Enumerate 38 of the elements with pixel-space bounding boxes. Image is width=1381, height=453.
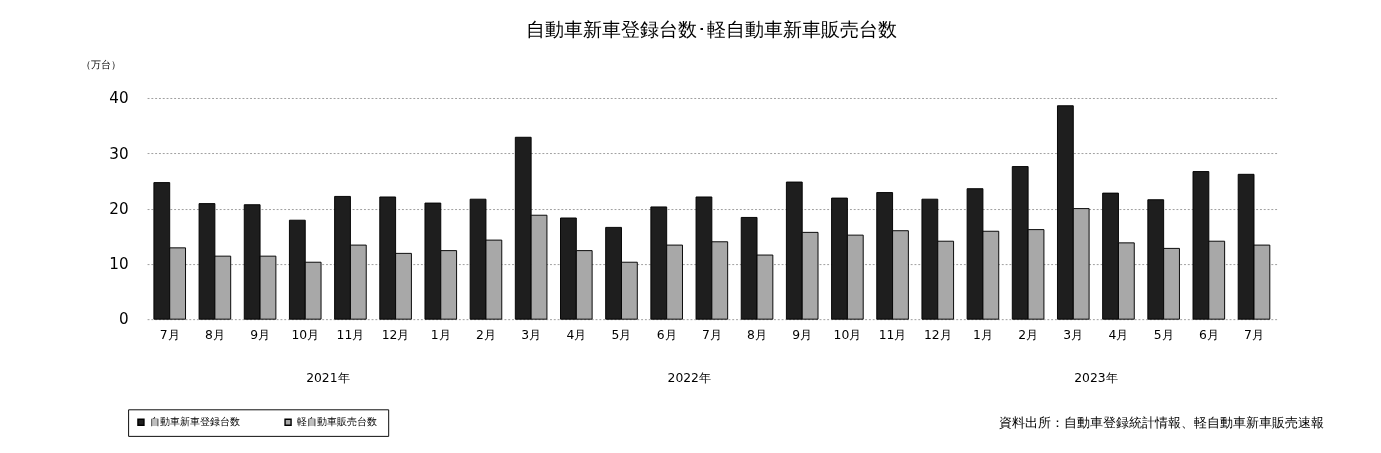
x-tick-label: 5月 [611, 327, 632, 342]
x-tick-label: 6月 [1198, 327, 1219, 342]
x-tick-label: 12月 [381, 327, 410, 342]
x-tick-label: 1月 [973, 327, 993, 342]
x-tick-label: 9月 [250, 327, 270, 342]
x-tick-label: 11月 [878, 327, 907, 342]
x-tick-label: 12月 [923, 327, 952, 342]
y-tick-label: 30 [109, 144, 129, 163]
y-tick-label: 10 [109, 255, 129, 274]
y-tick-label: 0 [118, 310, 129, 329]
x-tick-label: 11月 [336, 327, 365, 342]
y-axis-title: （万台） [80, 57, 121, 70]
x-tick-label: 8月 [747, 327, 767, 342]
legend-label: 自動車新車登録台数 [149, 415, 240, 428]
text: 2023年 [1074, 370, 1118, 385]
x-tick-label: 2月 [1018, 327, 1039, 342]
x-tick-label: 10月 [833, 327, 862, 342]
x-tick-label: 7月 [1244, 327, 1264, 342]
text: 2022年 [667, 370, 711, 385]
x-tick-label: 4月 [1108, 327, 1129, 342]
x-tick-label: 5月 [1153, 327, 1174, 342]
y-tick-label: 40 [109, 89, 129, 108]
x-tick-label: 4月 [566, 327, 587, 342]
legend-label: 軽自動車販売台数 [297, 415, 378, 428]
x-tick-label: 2月 [476, 327, 496, 342]
x-tick-label: 10月 [291, 327, 320, 342]
x-tick-label: 3月 [521, 327, 542, 342]
x-tick-label: 6月 [656, 327, 677, 342]
text: 2021年 [306, 370, 350, 385]
x-tick-label: 9月 [792, 327, 813, 342]
x-tick-label: 8月 [204, 327, 225, 342]
x-tick-label: 7月 [701, 327, 722, 342]
chart-title: 自動車新車登録台数･軽自動車新車販売台数 [526, 18, 898, 41]
x-tick-label: 1月 [430, 327, 451, 342]
x-tick-label: 7月 [159, 327, 180, 342]
x-tick-label: 3月 [1063, 327, 1084, 342]
text: 資料出所：自動車登録統計情報、軽自動車新車販売速報 [999, 415, 1325, 431]
y-tick-label: 20 [109, 199, 129, 218]
